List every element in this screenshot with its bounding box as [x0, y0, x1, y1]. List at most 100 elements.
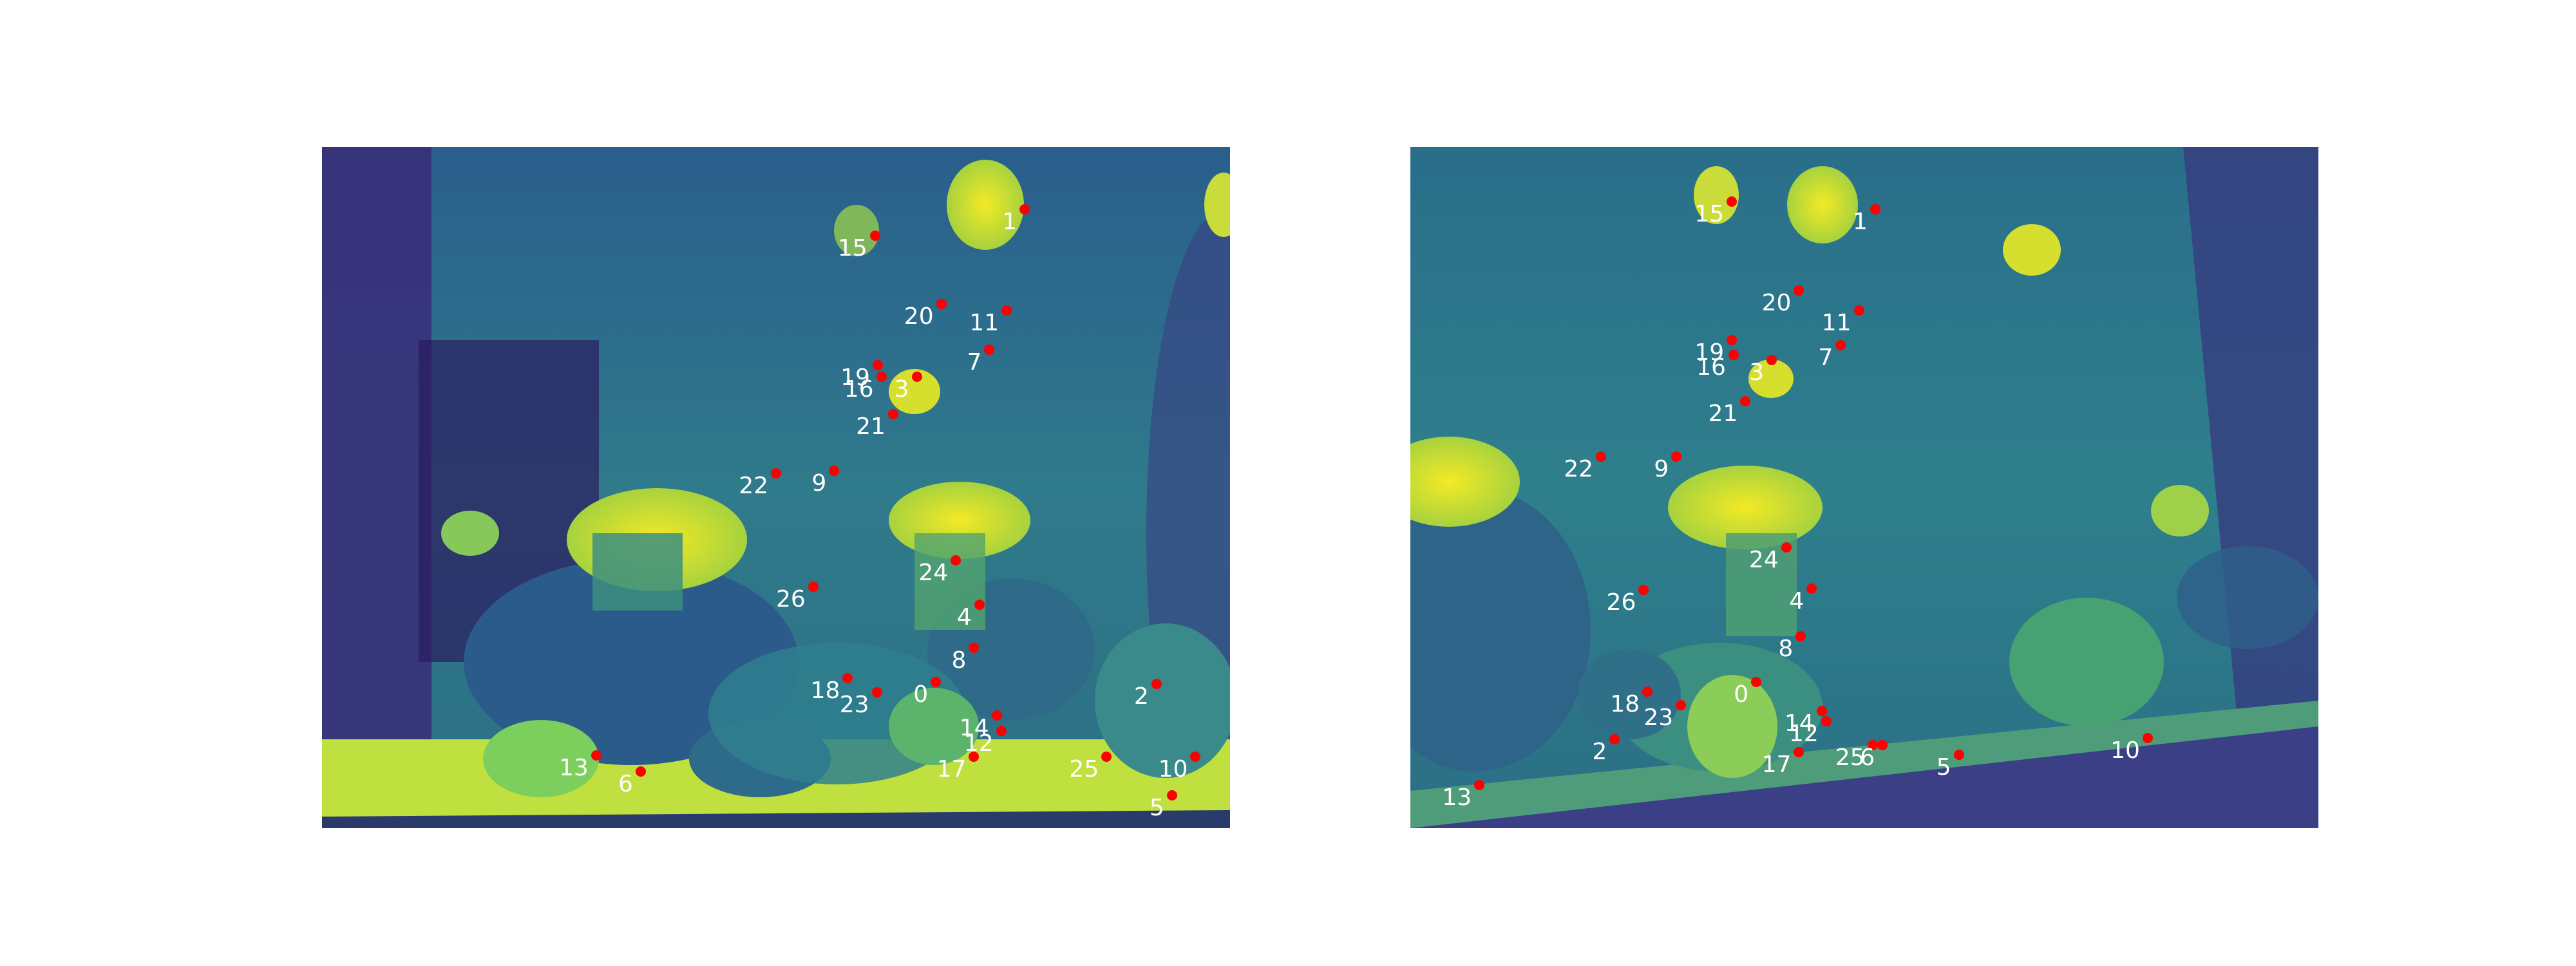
keypoint-marker — [1867, 739, 1878, 750]
keypoint-label: 5 — [1936, 753, 1951, 781]
keypoint-label: 21 — [1708, 400, 1738, 427]
keypoint-marker — [1806, 583, 1817, 594]
keypoint-label: 20 — [1761, 290, 1792, 317]
keypoint-label: 6 — [1860, 744, 1875, 771]
keypoint-marker — [842, 673, 853, 684]
keypoint-label: 1 — [1002, 209, 1018, 236]
keypoint-marker — [1795, 630, 1806, 641]
keypoint-label: 11 — [1821, 309, 1852, 336]
keypoint-marker — [869, 230, 880, 241]
keypoint-label: 19 — [1694, 339, 1725, 366]
keypoint-marker — [1877, 739, 1888, 750]
keypoint-label: 20 — [904, 303, 934, 330]
keypoint-label: 9 — [1654, 456, 1669, 483]
keypoint-label: 7 — [967, 349, 982, 376]
keypoint-label: 14 — [959, 715, 989, 742]
keypoint-marker — [1166, 790, 1177, 801]
keypoint-marker — [635, 766, 646, 777]
keypoint-label: 3 — [894, 375, 909, 402]
keypoint-marker — [808, 582, 819, 592]
keypoint-marker — [1671, 451, 1682, 462]
keypoint-marker — [1727, 335, 1738, 346]
keypoint-label: 24 — [1748, 547, 1779, 574]
keypoint-label: 18 — [810, 677, 840, 705]
keypoint-marker — [1019, 204, 1030, 215]
keypoint-marker — [969, 642, 980, 653]
keypoint-marker — [1101, 751, 1112, 762]
keypoint-label: 3 — [1749, 359, 1765, 386]
keypoint-label: 13 — [1442, 784, 1472, 811]
keypoint-label: 13 — [559, 754, 589, 781]
keypoint-label: 4 — [956, 603, 972, 630]
keypoint-label: 22 — [739, 472, 768, 499]
keypoint-label: 15 — [1694, 200, 1725, 227]
keypoint-marker — [1781, 542, 1792, 553]
keypoint-label: 0 — [1734, 681, 1749, 708]
keypoint-marker — [1190, 751, 1201, 762]
keypoint-marker — [871, 687, 882, 698]
keypoint-label: 10 — [1158, 755, 1188, 782]
keypoint-label: 12 — [963, 730, 994, 757]
keypoint-label: 6 — [618, 771, 633, 798]
keypoint-marker — [876, 371, 887, 382]
keypoint-label: 5 — [1149, 795, 1164, 822]
keypoint-marker — [829, 465, 840, 476]
keypoint-label: 16 — [844, 375, 874, 402]
keypoint-label: 0 — [913, 681, 929, 708]
keypoint-label: 10 — [2110, 737, 2140, 764]
keypoint-marker — [1953, 749, 1964, 760]
keypoint-label: 1 — [1853, 209, 1868, 236]
keypoint-marker — [969, 751, 980, 762]
keypoint-marker — [931, 676, 942, 687]
keypoint-label: 26 — [775, 586, 806, 613]
keypoint-label: 15 — [837, 234, 867, 261]
keypoint-label: 8 — [951, 647, 967, 674]
keypoint-label: 25 — [1835, 744, 1865, 771]
keypoint-label: 11 — [969, 309, 999, 336]
right-image-panel: 15 1 20 11 7 19 16 3 21 22 9 24 26 4 8 18 23 0 14 12 17 25 6 2 5… — [1410, 147, 2318, 828]
keypoint-marker — [1001, 305, 1012, 316]
keypoint-label: 9 — [811, 469, 827, 497]
keypoint-marker — [771, 468, 781, 478]
keypoint-label: 16 — [1696, 354, 1726, 381]
keypoint-label: 17 — [936, 755, 967, 782]
keypoint-marker — [991, 710, 1002, 721]
keypoint-marker — [591, 750, 601, 761]
right-aquarium-image — [1410, 147, 2318, 828]
keypoint-label: 25 — [1069, 755, 1099, 782]
keypoint-marker — [2142, 733, 2153, 744]
keypoint-label: 2 — [1592, 739, 1607, 766]
keypoint-marker — [1816, 706, 1827, 717]
keypoint-marker — [1740, 395, 1751, 406]
keypoint-marker — [1870, 204, 1880, 215]
keypoint-marker — [1728, 349, 1739, 360]
keypoint-marker — [1609, 734, 1620, 745]
keypoint-label: 2 — [1133, 683, 1149, 710]
keypoint-label: 24 — [918, 560, 949, 587]
keypoint-label: 14 — [1784, 710, 1814, 737]
keypoint-marker — [984, 345, 995, 355]
keypoint-marker — [1794, 746, 1804, 757]
keypoint-marker — [887, 408, 898, 419]
keypoint-marker — [974, 599, 985, 610]
keypoint-label: 12 — [1788, 720, 1819, 747]
keypoint-marker — [1853, 305, 1864, 316]
keypoint-marker — [1151, 678, 1162, 689]
keypoint-label: 8 — [1778, 635, 1794, 662]
keypoint-marker — [1835, 339, 1846, 350]
keypoint-label: 26 — [1606, 589, 1636, 616]
keypoint-marker — [1727, 196, 1738, 207]
keypoint-marker — [911, 371, 922, 382]
keypoint-marker — [1642, 687, 1653, 697]
keypoint-marker — [1751, 676, 1762, 687]
keypoint-label: 23 — [1643, 704, 1674, 731]
left-image-panel: 1 15 20 11 7 19 16 3 21 22 9 24 26 4 8 18 23 0 2 14 12 17 25 10… — [322, 147, 1230, 828]
keypoint-label: 22 — [1564, 456, 1594, 483]
keypoint-marker — [1676, 699, 1687, 710]
keypoint-label: 21 — [856, 413, 886, 440]
keypoint-marker — [996, 725, 1007, 736]
keypoint-marker — [1794, 285, 1804, 296]
keypoint-label: 23 — [839, 692, 869, 719]
keypoint-marker — [872, 359, 883, 370]
keypoint-marker — [1474, 780, 1485, 791]
